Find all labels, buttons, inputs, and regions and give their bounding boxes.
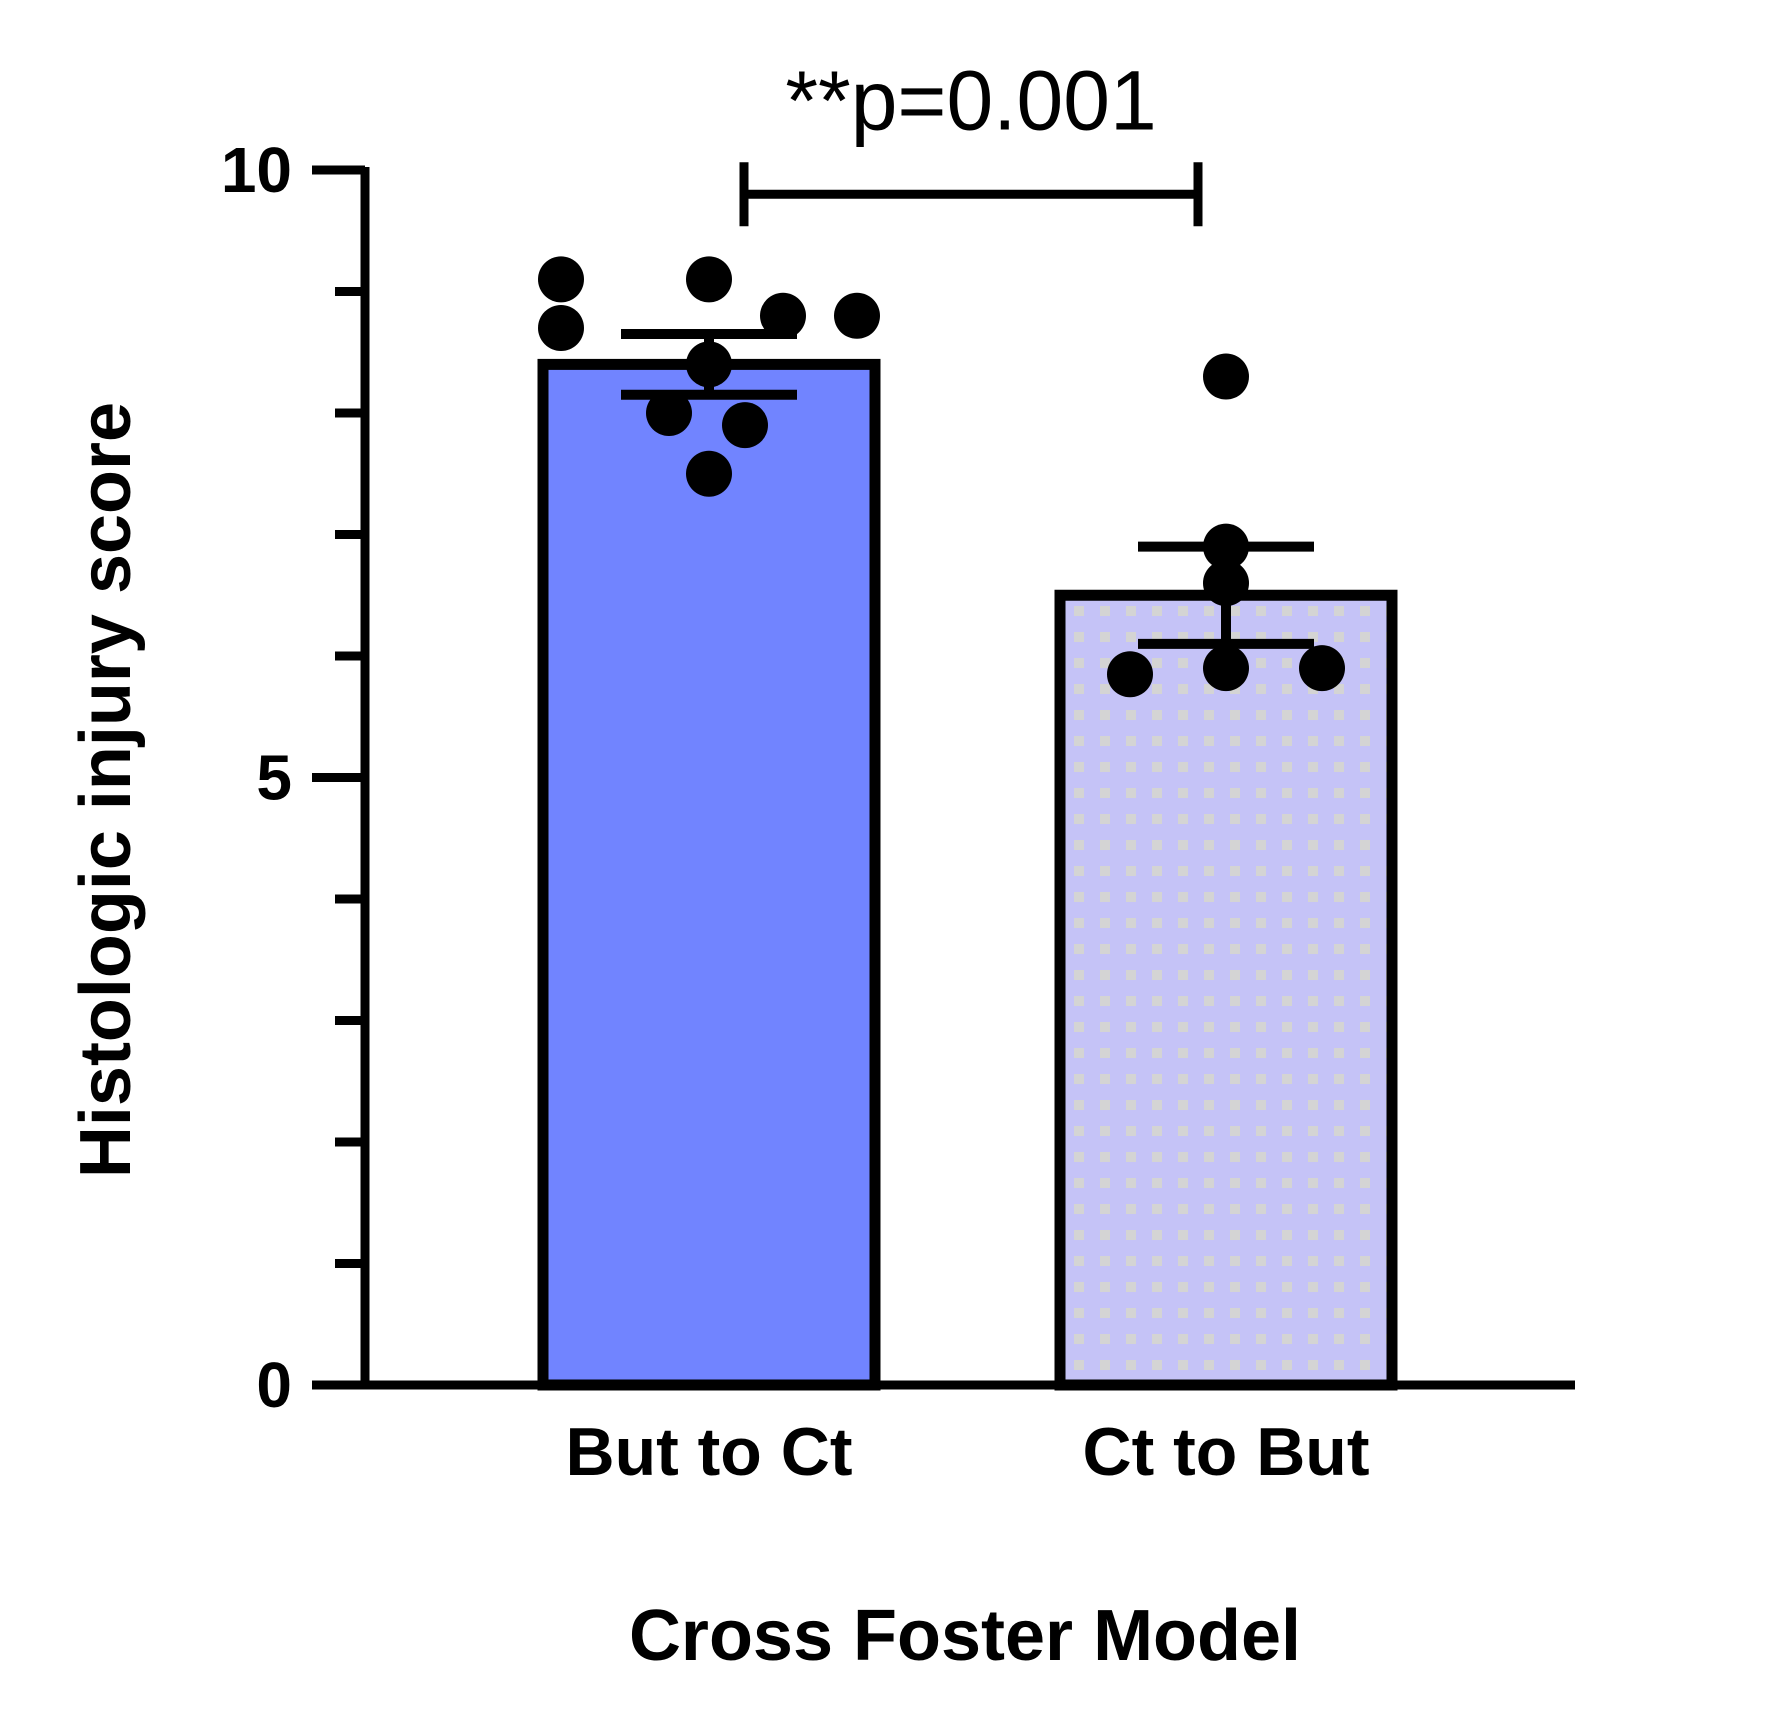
data-point — [538, 256, 584, 303]
data-point — [686, 256, 732, 303]
data-point — [686, 450, 732, 497]
data-point — [834, 292, 880, 339]
data-point — [1203, 645, 1249, 692]
y-axis-title: Histologic injury score — [66, 402, 146, 1178]
data-point — [722, 402, 768, 449]
significance-label: **p=0.001 — [785, 53, 1156, 147]
x-tick-label: But to Ct — [565, 1414, 852, 1490]
y-tick-label: 5 — [256, 742, 292, 814]
data-point — [1203, 353, 1249, 400]
bar-pattern — [1060, 595, 1392, 1385]
data-point — [760, 292, 806, 339]
data-point — [538, 304, 584, 351]
y-tick-label: 0 — [256, 1349, 292, 1421]
x-axis-title: Cross Foster Model — [629, 1596, 1301, 1676]
data-point — [1107, 651, 1153, 698]
bar — [543, 364, 875, 1385]
data-point — [1299, 645, 1345, 692]
data-point — [646, 390, 692, 436]
y-tick-label: 10 — [221, 134, 292, 206]
x-tick-label: Ct to But — [1082, 1414, 1369, 1490]
